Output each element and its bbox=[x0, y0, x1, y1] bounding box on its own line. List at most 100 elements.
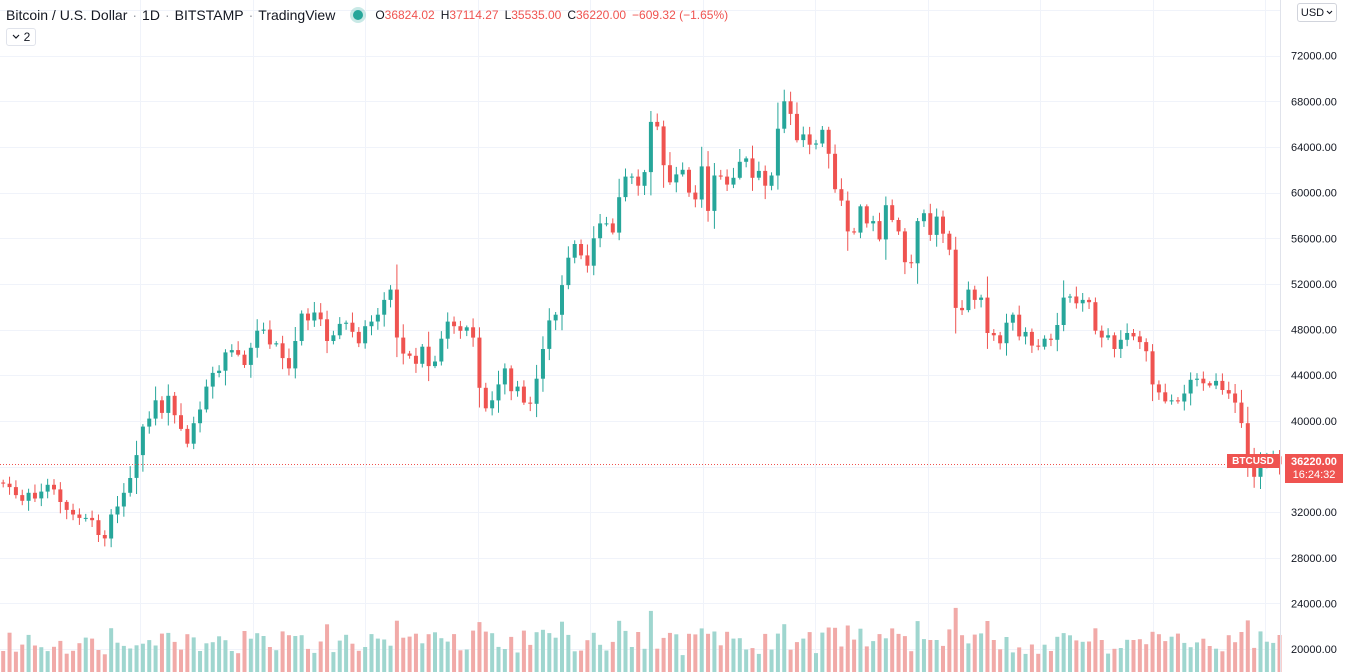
volume-bar bbox=[1017, 647, 1022, 672]
candle-body bbox=[1150, 351, 1155, 385]
volume-bar bbox=[1118, 648, 1123, 672]
volume-bar bbox=[236, 653, 241, 672]
candle-body bbox=[814, 143, 818, 145]
interval-label[interactable]: 1D bbox=[142, 7, 160, 23]
volume-bar bbox=[566, 634, 571, 672]
volume-bar bbox=[420, 643, 425, 672]
candle-body bbox=[1048, 338, 1053, 340]
candle-body bbox=[185, 428, 190, 444]
volume-bar bbox=[617, 620, 622, 672]
volume-bar bbox=[591, 632, 596, 672]
chevron-down-icon bbox=[12, 34, 20, 39]
volume-bar bbox=[1048, 651, 1053, 672]
candle-body bbox=[604, 223, 609, 225]
volume-bar bbox=[560, 621, 564, 672]
volume-bar bbox=[401, 637, 406, 672]
currency-selector[interactable]: USD bbox=[1297, 3, 1337, 22]
volume-bar bbox=[509, 636, 514, 672]
candle-body bbox=[706, 166, 711, 211]
candle-body bbox=[896, 220, 901, 232]
candle-body bbox=[382, 299, 387, 315]
candle-body bbox=[947, 233, 952, 250]
price-axis[interactable]: 72000.00 68000.00 64000.00 60000.00 56000.00… bbox=[1291, 51, 1337, 657]
candle-body bbox=[1252, 459, 1257, 477]
candle-body bbox=[915, 221, 920, 264]
candle-body bbox=[115, 506, 120, 515]
volume-bar bbox=[1, 651, 6, 672]
candle-body bbox=[401, 337, 406, 354]
candle-body bbox=[198, 409, 203, 424]
candle-body bbox=[693, 192, 698, 200]
candle-body bbox=[540, 349, 545, 379]
price-axis-label: 72000.00 bbox=[1291, 51, 1337, 63]
volume-bar bbox=[1137, 639, 1142, 672]
volume-bar bbox=[845, 625, 850, 672]
volume-bar bbox=[83, 637, 88, 672]
ohlc-values: O36824.02 H37114.27 L35535.00 C36220.00 … bbox=[375, 8, 729, 22]
candle-body bbox=[509, 368, 514, 392]
candle-body bbox=[661, 126, 666, 166]
candle-body bbox=[299, 313, 304, 341]
candle-body bbox=[433, 361, 437, 367]
volume-bar bbox=[718, 645, 723, 672]
volume-bar bbox=[680, 655, 685, 672]
candle-body bbox=[941, 216, 945, 234]
candle-body bbox=[331, 335, 336, 341]
volume-bar bbox=[1080, 641, 1085, 672]
candle-body bbox=[413, 355, 418, 364]
candle-body bbox=[1220, 380, 1225, 390]
volume-bar bbox=[1271, 642, 1276, 672]
candle-body bbox=[1068, 296, 1072, 298]
candle-body bbox=[909, 262, 914, 264]
candle-body bbox=[998, 335, 1003, 344]
volume-bar bbox=[1093, 628, 1098, 672]
volume-bar bbox=[1201, 638, 1206, 672]
price-axis-label: 40000.00 bbox=[1291, 416, 1337, 428]
volume-bar bbox=[953, 607, 958, 672]
volume-bar bbox=[642, 648, 647, 672]
volume-bar bbox=[1239, 632, 1244, 672]
volume-bar bbox=[731, 638, 736, 672]
volume-bar bbox=[1099, 640, 1104, 672]
candle-body bbox=[388, 289, 393, 300]
volume-bar bbox=[877, 634, 882, 672]
candle-body bbox=[960, 307, 965, 311]
volume-bar bbox=[102, 654, 107, 672]
candle-body bbox=[1004, 322, 1009, 344]
volume-bar bbox=[274, 650, 279, 672]
candle-body bbox=[1017, 314, 1022, 337]
volume-bar bbox=[972, 634, 977, 672]
exchange-label[interactable]: BITSTAMP bbox=[174, 7, 244, 23]
volume-bar bbox=[318, 641, 323, 672]
candle-body bbox=[572, 244, 577, 258]
volume-bar bbox=[623, 630, 628, 672]
candle-body bbox=[1055, 325, 1060, 340]
candle-body bbox=[1214, 380, 1219, 386]
market-status-icon[interactable] bbox=[353, 10, 364, 20]
volume-bar bbox=[1036, 653, 1041, 672]
indicators-count: 2 bbox=[23, 30, 31, 44]
indicators-toggle-button[interactable]: 2 bbox=[6, 28, 36, 46]
volume-bar bbox=[902, 636, 907, 672]
candle-body bbox=[680, 169, 685, 175]
candle-body bbox=[102, 535, 107, 539]
volume-bar bbox=[1195, 642, 1199, 672]
symbol-price-tag: BTCUSD bbox=[1227, 454, 1279, 468]
open-value: 36824.02 bbox=[384, 8, 435, 22]
candle-body bbox=[991, 333, 996, 336]
candle-body bbox=[52, 484, 56, 490]
candle-body bbox=[934, 216, 939, 235]
volume-bar bbox=[928, 640, 933, 672]
volume-bar bbox=[820, 632, 825, 672]
volume-bar bbox=[458, 650, 463, 672]
candle-body bbox=[210, 372, 215, 387]
candle-body bbox=[1106, 335, 1111, 338]
volume-bar bbox=[331, 652, 336, 672]
symbol-name[interactable]: Bitcoin / U.S. Dollar bbox=[6, 7, 128, 23]
candle-body bbox=[26, 492, 31, 501]
candle-body bbox=[274, 343, 279, 345]
volume-bar bbox=[32, 645, 37, 672]
candle-body bbox=[687, 169, 691, 193]
volume-bar bbox=[191, 637, 196, 672]
